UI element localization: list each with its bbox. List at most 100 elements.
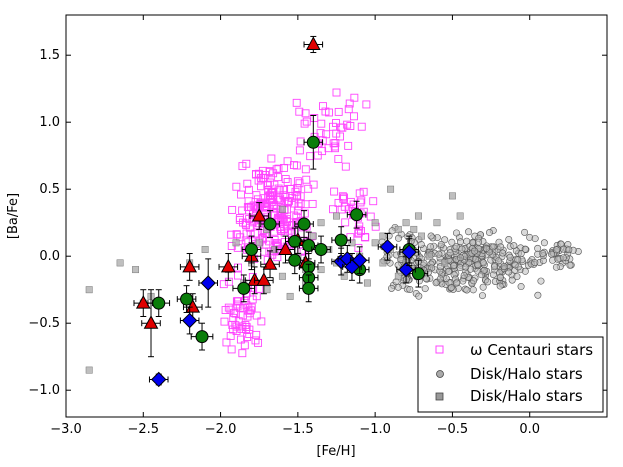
legend-marker-disk-square (435, 392, 444, 401)
omega-cen-point (229, 313, 238, 322)
blue-diamond-star-point (398, 261, 414, 278)
omega-cen-point (341, 162, 350, 171)
omega-cen-point (242, 323, 251, 332)
disk-halo-circle-point (496, 273, 504, 281)
disk-halo-circle-point (478, 292, 486, 300)
omega-cen-point (283, 178, 292, 186)
green-circle-star-point (350, 208, 364, 222)
points-layer (85, 35, 582, 388)
omega-cen-point (329, 205, 337, 214)
disk-halo-square-point (379, 259, 387, 267)
blue-diamond-star-point (151, 371, 167, 388)
legend: ω Centauri stars Disk/Halo stars Disk/Ha… (417, 336, 604, 413)
disk-halo-circle-point (441, 236, 449, 244)
disk-halo-square-point (278, 272, 286, 280)
omega-cen-point (265, 178, 274, 187)
omega-cen-point (317, 119, 326, 128)
omega-cen-point (357, 122, 366, 131)
disk-halo-square-point (363, 279, 371, 287)
disk-halo-square-point (340, 272, 348, 280)
omega-cen-point (228, 205, 237, 214)
disk-halo-square-point (441, 259, 449, 267)
omega-cen-point (357, 227, 365, 235)
omega-cen-point (324, 144, 333, 153)
x-tick-label: −1.0 (359, 422, 391, 437)
disk-halo-square-point (232, 239, 240, 247)
green-circle-star-point (334, 233, 348, 247)
disk-halo-square-point (433, 219, 441, 227)
disk-halo-circle-point (521, 267, 529, 275)
x-tick-label: 0.0 (519, 422, 540, 437)
omega-cen-point (257, 317, 266, 326)
omega-cen-point (293, 191, 302, 200)
omega-cen-point (284, 198, 293, 207)
disk-halo-circle-point (521, 228, 529, 236)
legend-marker-disk-circle (436, 370, 444, 378)
legend-label-disk-circle: Disk/Halo stars (470, 365, 583, 383)
omega-cen-point (337, 205, 346, 214)
omega-cen-point (220, 317, 229, 326)
omega-cen-point (275, 186, 284, 195)
disk-halo-circle-point (490, 263, 498, 271)
disk-halo-square-point (132, 266, 140, 274)
omega-cen-point (246, 306, 255, 315)
omega-cen-point (222, 338, 231, 347)
omega-cen-point (276, 194, 285, 203)
disk-halo-circle-point (517, 250, 525, 258)
omega-cen-point (332, 129, 341, 138)
triangle-star-point (305, 36, 321, 50)
omega-cen-point (263, 181, 272, 190)
disk-halo-circle-point (534, 244, 542, 252)
omega-cen-point (341, 218, 350, 227)
omega-cen-point (274, 173, 283, 182)
green-circle-star-point (152, 296, 166, 310)
disk-halo-circle-point (444, 267, 452, 275)
omega-cen-point (354, 229, 363, 238)
omega-cen-point (332, 88, 341, 97)
omega-cen-point (257, 199, 266, 208)
omega-cen-point (344, 141, 353, 150)
omega-cen-point (252, 330, 261, 339)
disk-halo-circle-point (495, 257, 503, 265)
disk-halo-circle-point (499, 249, 507, 257)
disk-halo-circle-point (383, 253, 391, 261)
disk-halo-circle-point (432, 279, 440, 287)
y-axis-label: [Ba/Fe] (6, 193, 21, 239)
omega-cen-point (350, 93, 359, 102)
disk-halo-circle-point (417, 240, 425, 248)
disk-halo-circle-point (505, 236, 513, 244)
green-circle-star-point (314, 243, 328, 256)
omega-cen-point (242, 159, 251, 168)
disk-halo-circle-point (540, 239, 548, 247)
disk-halo-circle-point (500, 263, 508, 271)
omega-cen-point (362, 100, 371, 109)
omega-cen-point (227, 345, 236, 354)
omega-cen-point (319, 102, 327, 111)
y-tick-label: −0.5 (28, 316, 60, 331)
disk-halo-circle-point (489, 243, 497, 251)
omega-cen-point (224, 277, 233, 286)
disk-halo-circle-point (531, 259, 539, 267)
disk-halo-circle-point (442, 275, 450, 283)
omega-cen-point (245, 223, 254, 232)
omega-cen-point (292, 98, 301, 107)
disk-halo-circle-point (508, 276, 516, 284)
blue-diamond-star-point (181, 312, 198, 329)
omega-cen-point (346, 122, 355, 130)
disk-halo-square-point (201, 246, 209, 253)
triangle-star-point (135, 295, 151, 309)
omega-cen-point (344, 105, 353, 114)
omega-cen-point (330, 142, 339, 151)
omega-cen-point (232, 327, 241, 335)
omega-cen-point (283, 157, 292, 166)
y-tick-label: −1.0 (28, 383, 60, 398)
disk-halo-circle-point (469, 286, 477, 294)
ticks-layer: −3.0 −2.5 −2.0 −1.5 −1.0 −0.5 0.0 −1.0 −0.5 0.0 0.… (28, 15, 607, 437)
disk-halo-circle-point (552, 246, 560, 254)
disk-halo-circle-point (453, 279, 461, 287)
disk-halo-circle-point (394, 283, 402, 291)
triangle-star-point (278, 241, 293, 255)
disk-halo-square-point (348, 239, 356, 247)
omega-cen-point (318, 147, 327, 156)
disk-halo-square-point (371, 219, 379, 227)
